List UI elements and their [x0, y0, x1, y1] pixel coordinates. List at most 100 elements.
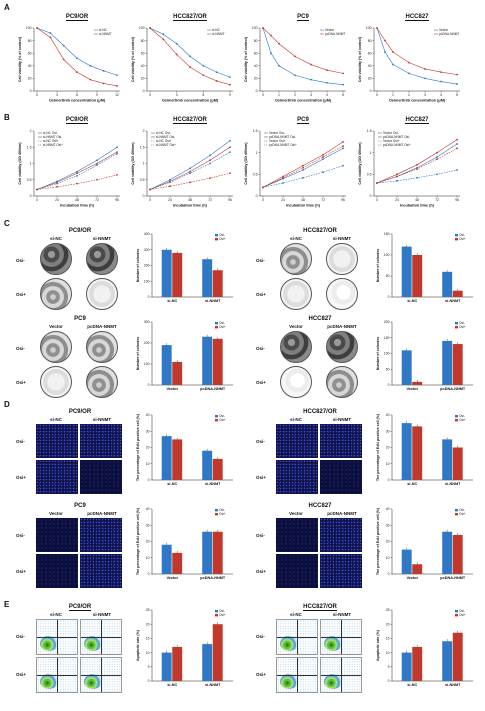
data-point	[392, 63, 394, 66]
block-c4-col2: pcDNA-NNMT	[327, 324, 357, 329]
x-tick-label: 4	[440, 93, 442, 97]
data-point	[302, 176, 304, 179]
category-label: si-NC	[407, 299, 417, 303]
y-tick-label: 0	[30, 89, 32, 93]
data-point	[262, 186, 264, 189]
legend-label: Vector Osi-	[383, 131, 399, 135]
legend-label: Osi+	[459, 418, 466, 422]
y-axis-label: Cell viability (% of control)	[18, 36, 22, 82]
category-label: si-NC	[407, 482, 417, 486]
chart-b2-title: HCC827/OR	[173, 117, 207, 124]
data-point	[436, 158, 438, 161]
bar	[442, 271, 453, 297]
colony-dish	[280, 243, 312, 275]
x-tick-label: 0	[262, 198, 264, 202]
data-point	[396, 175, 398, 178]
y-tick-label: 10	[146, 462, 150, 466]
data-point	[229, 76, 231, 79]
block-c2-col1: si-NC	[290, 236, 302, 241]
y-tick-label: 10	[386, 462, 390, 466]
block-d1-title: PC9/OR	[68, 409, 92, 415]
y-tick-label: 15	[386, 637, 390, 641]
y-tick-label: 0	[388, 295, 390, 299]
data-point	[116, 74, 118, 77]
chart-d4: 0 10 20 30 40 The percentage of EdU positive …	[376, 507, 473, 580]
legend-label: Osi-	[219, 233, 225, 237]
x-tick-label: 0	[376, 198, 378, 202]
chart-c3: 0 100 200 300 Number of colonies Vector pcDNA-…	[136, 320, 233, 391]
chart-b2: 0 0.5 1 1.5 2 Cell viability (OD 490nm) 0 24 48 7…	[131, 129, 233, 208]
flow-cytometry-plot	[80, 657, 122, 693]
legend-label: Vector	[325, 28, 335, 32]
y-tick-label: 30	[386, 523, 390, 527]
chart-b4-title: HCC827	[405, 117, 429, 124]
data-point	[376, 27, 378, 29]
data-point	[116, 173, 118, 176]
series-line	[149, 151, 231, 190]
legend-label: Osi-	[219, 609, 225, 613]
bar	[161, 249, 172, 297]
data-point	[322, 171, 324, 174]
y-tick-label: 200	[384, 320, 390, 324]
y-tick-label: 0	[256, 89, 258, 93]
bar	[161, 436, 172, 480]
data-point	[89, 64, 92, 67]
y-tick-label: 1.5	[253, 129, 258, 133]
legend-label: Osi+	[219, 237, 226, 241]
data-point	[326, 81, 328, 84]
block-c1-col2: si-NNMT	[92, 236, 112, 241]
x-tick-label: 3	[424, 93, 426, 97]
legend-label: Osi-	[459, 233, 465, 237]
colony-dish	[326, 278, 358, 310]
data-point	[262, 27, 264, 29]
bar	[172, 439, 183, 480]
block-c1-row2: Osi+	[16, 292, 26, 297]
legend-label: Osi-	[219, 414, 225, 418]
data-point	[456, 138, 458, 141]
y-axis-label: Apoptotic rate (%)	[136, 629, 140, 661]
edu-image	[80, 518, 122, 552]
legend-swatch	[455, 513, 458, 516]
x-axis-label: Osimertinib concentration (μM)	[49, 99, 106, 103]
data-point	[436, 151, 438, 154]
data-point	[169, 181, 171, 184]
data-point	[322, 156, 324, 158]
legend-label: Osi-	[459, 321, 465, 325]
block-c1-row1: Osi-	[16, 258, 25, 263]
y-axis-label: The percentage of EdU positive cell (%)	[136, 507, 140, 575]
x-tick-label: 0	[36, 198, 38, 202]
y-axis-label: Number of colonies	[136, 337, 140, 371]
data-point	[36, 188, 38, 191]
y-axis-label: The percentage of EdU positive cell (%)	[376, 413, 380, 481]
edu-image	[276, 460, 318, 494]
y-tick-label: 25	[386, 608, 390, 612]
data-point	[229, 139, 231, 142]
x-tick-label: 5	[342, 93, 344, 97]
panel-label-c: C	[4, 219, 10, 228]
series-line	[376, 27, 458, 85]
data-point	[56, 181, 58, 184]
data-point	[294, 55, 296, 58]
y-tick-label: 100	[384, 253, 390, 257]
y-tick-label: 0	[143, 89, 145, 93]
y-tick-label: 0	[148, 383, 150, 387]
x-tick-label: 72	[95, 198, 99, 202]
y-tick-label: 1.5	[27, 145, 32, 149]
colony-dish	[280, 366, 312, 398]
legend-label: pcDNA-NNMT Osi-	[269, 135, 296, 139]
data-point	[96, 164, 98, 167]
legend-label: Osi+	[459, 613, 466, 617]
y-tick-label: 20	[146, 446, 150, 450]
legend-label: Osi+	[219, 325, 226, 329]
data-point	[270, 52, 272, 55]
y-tick-label: 10	[146, 556, 150, 560]
block-d2-row1: Osi-	[256, 439, 265, 444]
bar	[442, 340, 453, 385]
data-point	[282, 176, 284, 179]
bar	[452, 344, 463, 385]
x-tick-label: 0	[36, 93, 38, 97]
colony-dish	[40, 331, 72, 363]
edu-image	[320, 460, 362, 494]
flow-cytometry-plot	[276, 657, 318, 693]
